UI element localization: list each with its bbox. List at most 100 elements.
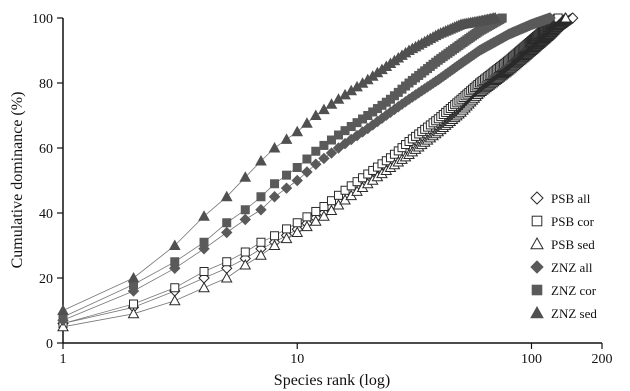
data-point: [268, 141, 281, 153]
legend-label: ZNZ all: [551, 260, 593, 275]
y-tick-label: 20: [39, 272, 53, 287]
data-point: [268, 191, 281, 203]
data-point: [57, 304, 69, 315]
data-point: [319, 140, 329, 150]
data-point: [239, 213, 251, 226]
series-znz-all: [57, 12, 556, 326]
data-point: [559, 11, 572, 23]
data-point: [291, 226, 304, 237]
series-znz-sed: [57, 11, 502, 315]
data-point: [544, 12, 556, 24]
series-psb-cor: [58, 13, 563, 328]
y-axis-label: Cumulative dominance (%): [9, 92, 26, 269]
legend-marker: [530, 236, 544, 250]
data-point: [301, 166, 313, 178]
data-point: [220, 271, 233, 283]
data-point: [280, 232, 293, 244]
data-point: [280, 133, 293, 144]
data-point: [255, 204, 267, 216]
legend-label: PSB cor: [551, 214, 595, 229]
data-point: [311, 146, 321, 156]
legend-label: PSB all: [551, 191, 591, 206]
data-point: [168, 239, 181, 250]
data-point: [221, 226, 233, 239]
y-tick-label: 60: [39, 142, 53, 157]
data-point: [256, 192, 266, 202]
data-point: [270, 231, 280, 241]
data-point: [282, 170, 292, 180]
data-point: [268, 239, 281, 250]
data-point: [170, 283, 180, 293]
data-point: [127, 271, 140, 283]
data-point: [302, 212, 312, 222]
y-tick-label: 40: [39, 207, 53, 222]
data-point: [198, 281, 210, 293]
data-point: [292, 218, 302, 228]
data-point: [309, 109, 322, 120]
data-point: [240, 247, 250, 257]
legend-marker: [531, 284, 543, 296]
x-axis-label: Species rank (log): [274, 372, 390, 389]
series-znz-cor: [58, 13, 507, 322]
data-point: [302, 154, 312, 164]
legend-label: ZNZ sed: [551, 306, 597, 321]
data-point: [318, 103, 330, 115]
data-point: [199, 267, 209, 276]
data-point: [270, 179, 280, 189]
data-point: [222, 257, 232, 267]
data-point: [489, 11, 502, 23]
y-ticks: 0 20 40 60 80 100: [32, 12, 63, 352]
axes: [62, 18, 602, 344]
data-point: [129, 299, 139, 309]
data-point: [319, 202, 329, 211]
data-point: [168, 294, 181, 306]
data-point: [220, 190, 233, 202]
data-point: [301, 117, 313, 128]
x-tick-label: 100: [521, 352, 542, 367]
data-point: [318, 152, 330, 165]
data-point: [292, 163, 302, 172]
data-point: [199, 237, 209, 247]
legend-label: ZNZ cor: [551, 283, 597, 298]
legend-marker: [530, 260, 544, 274]
y-tick-label: 0: [46, 337, 53, 352]
data-point: [291, 174, 303, 187]
data-point: [282, 224, 292, 234]
data-point: [311, 206, 321, 216]
x-tick-label: 10: [290, 352, 304, 367]
y-tick-label: 80: [39, 77, 53, 92]
data-point: [326, 135, 336, 145]
data-point: [239, 171, 252, 182]
legend: PSB all PSB cor PSB sed ZNZ all ZNZ cor ZNZ s…: [530, 191, 597, 321]
legend-label: PSB sed: [551, 237, 595, 252]
data-point: [325, 204, 338, 215]
data-point: [291, 125, 304, 137]
data-point: [240, 205, 250, 215]
data-point: [280, 182, 293, 194]
data-point: [198, 210, 210, 221]
x-tick-label: 1: [60, 352, 67, 367]
data-point: [170, 257, 180, 267]
series-psb-sed: [57, 11, 572, 332]
data-point: [332, 199, 345, 210]
data-point: [222, 218, 232, 228]
data-point: [127, 307, 140, 319]
series-layer: [57, 11, 579, 332]
x-tick-label: 200: [592, 352, 613, 367]
data-point: [310, 158, 322, 170]
data-point: [301, 220, 313, 232]
data-point: [255, 249, 267, 260]
data-point: [325, 147, 338, 159]
y-tick-label: 100: [32, 12, 53, 27]
series-line: [62, 17, 567, 328]
data-point: [318, 210, 330, 221]
data-point: [332, 142, 345, 154]
legend-marker: [530, 191, 544, 205]
data-point: [239, 258, 252, 270]
legend-marker: [531, 215, 543, 227]
x-ticks: 1 10 100 200: [60, 343, 613, 367]
data-point: [325, 98, 338, 109]
data-point: [255, 154, 267, 166]
legend-marker: [530, 305, 544, 319]
